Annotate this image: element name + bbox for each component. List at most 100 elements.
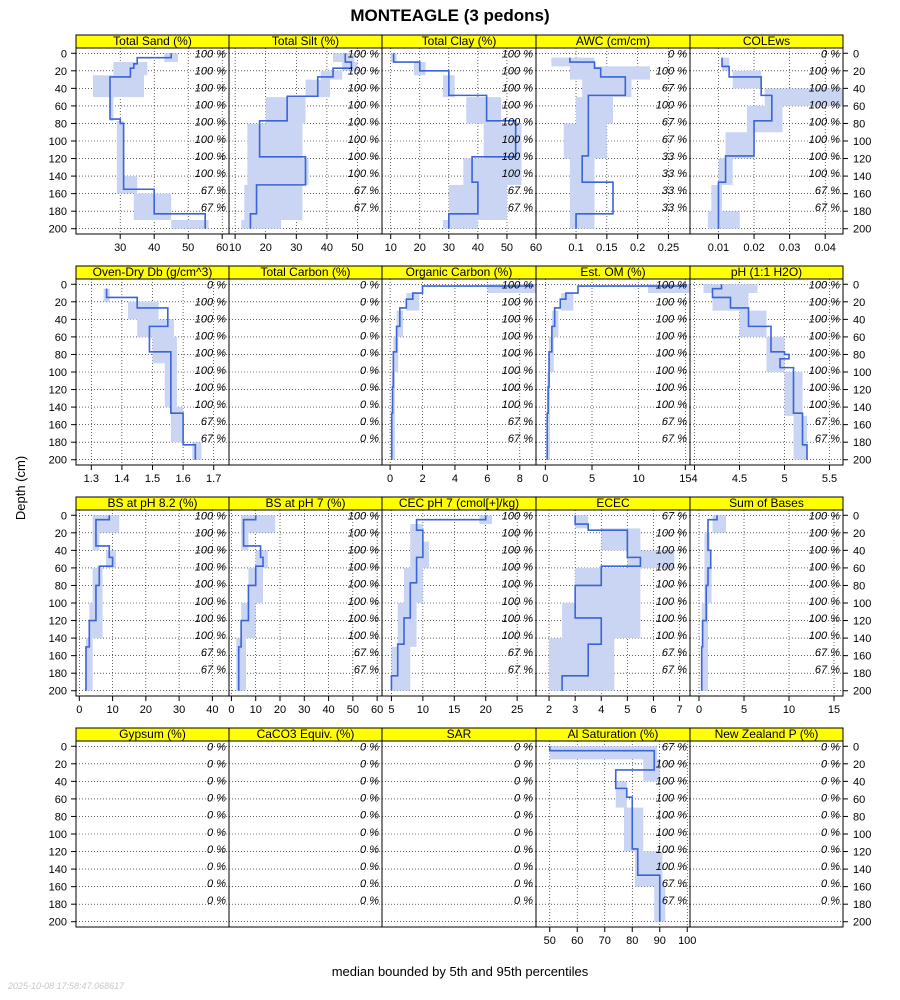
panel-title: Al Saturation (%)	[568, 727, 659, 741]
panel: Oven-Dry Db (g/cm^3)0 % 100 % 100 % 100 % 10…	[49, 265, 230, 485]
panel-grid: Total Sand (%)100 %100 %100 %100 %100 %1…	[49, 34, 872, 947]
percent-label: 100 %	[656, 810, 687, 822]
percent-label: 67 %	[508, 185, 533, 197]
y-tick-label: 200	[49, 686, 67, 698]
percentile-band	[103, 288, 202, 460]
y-tick-label: 120	[49, 616, 67, 628]
y-tick-label: 20	[853, 759, 865, 771]
percent-label: 0 %	[514, 793, 533, 805]
x-tick-label: 0	[387, 473, 393, 485]
x-tick-label: 0.01	[708, 242, 729, 254]
percent-label: 0 %	[514, 758, 533, 770]
y-tick-label: 140	[49, 171, 67, 183]
x-tick-label: 20	[140, 704, 152, 716]
percent-label: 100 %	[656, 365, 687, 377]
percent-label: 100 %	[348, 82, 379, 94]
x-tick-label: 10	[633, 473, 645, 485]
percent-label: 0 %	[207, 741, 226, 753]
percent-label: 100 %	[809, 613, 840, 625]
percent-label: 33 %	[662, 185, 687, 197]
percent-label: 100 %	[502, 48, 533, 60]
percent-label: 100 %	[656, 861, 687, 873]
percent-label: 33 %	[662, 151, 687, 163]
percent-label: 0 %	[360, 313, 379, 325]
panel-title: Est. OM (%)	[580, 265, 645, 279]
x-tick-label: 0.02	[743, 242, 764, 254]
percent-label: 100 %	[656, 630, 687, 642]
percent-label: 100 %	[195, 348, 226, 360]
percent-label: 100 %	[195, 82, 226, 94]
median-line	[392, 53, 517, 229]
percent-label: 100 %	[809, 348, 840, 360]
x-tick-label: 0	[76, 704, 82, 716]
percent-label: 100 %	[656, 65, 687, 77]
x-tick-label: 10	[106, 704, 118, 716]
percent-label: 100 %	[348, 613, 379, 625]
percent-label: 67 %	[201, 647, 226, 659]
x-tick-label: 15	[448, 704, 460, 716]
panel-title: Oven-Dry Db (g/cm^3)	[93, 265, 213, 279]
percent-label: 67 %	[201, 664, 226, 676]
percent-label: 100 %	[502, 399, 533, 411]
percent-label: 0 %	[514, 741, 533, 753]
percent-label: 100 %	[656, 827, 687, 839]
y-tick-label: 100	[49, 829, 67, 841]
x-tick-label: 30	[443, 242, 455, 254]
percent-label: 100 %	[502, 562, 533, 574]
percent-label: 67 %	[201, 202, 226, 214]
y-tick-label: 120	[49, 847, 67, 859]
percent-label: 33 %	[662, 168, 687, 180]
y-tick-label: 140	[49, 402, 67, 414]
y-tick-label: 80	[55, 811, 67, 823]
x-tick-label: 50	[182, 242, 194, 254]
percent-label: 0 %	[514, 861, 533, 873]
x-tick-label: 40	[148, 242, 160, 254]
percent-label: 100 %	[809, 562, 840, 574]
percent-label: 100 %	[656, 279, 687, 291]
median-line	[546, 284, 687, 460]
percent-label: 100 %	[502, 579, 533, 591]
percent-label: 100 %	[502, 65, 533, 77]
percent-label: 0 %	[360, 827, 379, 839]
percent-label: 0 %	[360, 365, 379, 377]
y-tick-label: 180	[49, 899, 67, 911]
y-tick-label: 0	[853, 279, 859, 291]
percent-label: 100 %	[656, 399, 687, 411]
y-tick-label: 100	[49, 598, 67, 610]
percent-label: 0 %	[821, 878, 840, 890]
x-tick-label: 0	[228, 704, 234, 716]
x-tick-label: 10	[250, 704, 262, 716]
percent-label: 100 %	[809, 65, 840, 77]
percent-label: 100 %	[348, 579, 379, 591]
percent-label: 100 %	[195, 510, 226, 522]
y-tick-label: 60	[55, 563, 67, 575]
percent-label: 0 %	[360, 399, 379, 411]
percent-label: 100 %	[809, 544, 840, 556]
y-tick-label: 180	[49, 437, 67, 449]
percent-label: 0 %	[207, 810, 226, 822]
percent-label: 67 %	[815, 664, 840, 676]
percent-label: 100 %	[195, 296, 226, 308]
y-tick-label: 120	[853, 385, 871, 397]
percent-label: 100 %	[809, 579, 840, 591]
y-tick-label: 60	[55, 332, 67, 344]
percent-label: 67 %	[662, 878, 687, 890]
percent-label: 67 %	[815, 433, 840, 445]
median-line	[237, 515, 264, 691]
y-tick-label: 80	[853, 811, 865, 823]
percentile-band	[549, 746, 668, 922]
panel: New Zealand P (%)0 %0 %0 %0 %0 %0 %0 %0 …	[689, 727, 871, 929]
percent-label: 100 %	[656, 348, 687, 360]
panel: BS at pH 8.2 (%)100 %100 %100 %100 %100 …	[49, 496, 230, 716]
percent-label: 100 %	[809, 168, 840, 180]
y-tick-label: 80	[853, 118, 865, 130]
percent-label: 100 %	[656, 313, 687, 325]
percent-label: 100 %	[809, 510, 840, 522]
percent-label: 100 %	[656, 758, 687, 770]
percent-label: 100 %	[656, 562, 687, 574]
x-tick-label: 20	[480, 704, 492, 716]
y-tick-label: 120	[49, 385, 67, 397]
x-tick-label: 90	[654, 935, 666, 947]
percent-label: 100 %	[656, 382, 687, 394]
